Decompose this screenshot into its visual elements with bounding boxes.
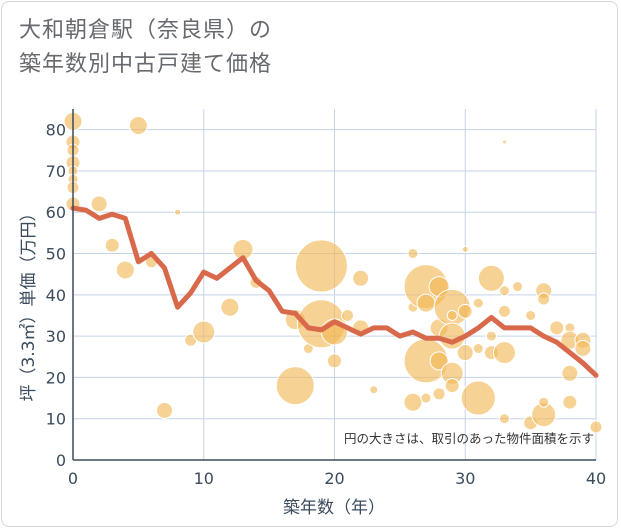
y-tick-label-70: 70: [46, 162, 66, 181]
bubble-point-31: [407, 248, 419, 260]
bubble-point-45: [444, 378, 460, 394]
axes: [72, 109, 596, 461]
bubble-point-40: [429, 351, 449, 371]
bubble-point-41: [432, 387, 446, 401]
bubble-point-59: [492, 341, 516, 365]
bubble-point-67: [538, 396, 550, 408]
bubble-point-62: [525, 309, 537, 321]
bubble-point-9: [104, 237, 120, 253]
chart-title-line-2: 築年数別中古戸建て価格: [19, 52, 273, 77]
bubble-layer: [63, 111, 603, 434]
bubble-point-72: [562, 394, 578, 410]
y-tick-labels: 0 10 20 30 40 50 60 70 80: [46, 121, 66, 470]
bubble-point-33: [403, 392, 423, 412]
y-tick-label-20: 20: [46, 368, 66, 387]
bubble-point-8: [90, 195, 108, 213]
bubble-point-26: [327, 353, 342, 369]
bubble-point-13: [156, 401, 174, 419]
x-tick-label-0: 0: [68, 469, 78, 488]
bubble-point-20: [275, 366, 315, 406]
x-tick-labels: 0 10 20 30 40: [68, 469, 606, 488]
bubble-point-36: [416, 293, 436, 313]
bubble-point-58: [497, 304, 511, 318]
bubble-point-28: [352, 269, 370, 287]
chart-title-line-1: 大和朝倉駅（奈良県）の: [19, 18, 273, 43]
bubble-point-49: [456, 344, 474, 362]
bubble-point-30: [369, 385, 379, 395]
bubble-point-37: [420, 392, 432, 404]
bubble-point-48: [457, 303, 473, 319]
bubble-point-54: [485, 330, 497, 342]
y-axis-label: 坪（3.3㎡）単価（万円）: [19, 204, 39, 401]
bubble-point-52: [472, 343, 484, 355]
bubble-point-74: [574, 340, 592, 358]
bubble-point-68: [549, 320, 565, 336]
y-tick-label-10: 10: [46, 410, 66, 429]
x-axis-label: 築年数（年）: [283, 498, 385, 518]
bubble-point-17: [220, 297, 240, 317]
bubble-point-71: [561, 364, 579, 382]
grid-lines: [73, 109, 597, 460]
x-tick-label-30: 30: [455, 469, 475, 488]
bubble-point-60: [498, 413, 510, 425]
bubble-point-56: [501, 139, 507, 145]
x-tick-label-40: 40: [586, 469, 606, 488]
y-tick-label-50: 50: [46, 245, 66, 264]
y-tick-label-80: 80: [46, 121, 66, 140]
bubble-point-14: [174, 208, 182, 216]
bubble-point-46: [446, 309, 458, 321]
bubble-point-27: [341, 308, 355, 322]
bubble-point-51: [472, 297, 484, 309]
bubble-size-note: 円の大きさは、取引のあった物件面積を示す: [344, 431, 594, 446]
bubble-point-53: [477, 264, 505, 292]
bubble-point-47: [461, 245, 469, 253]
bubble-point-11: [128, 116, 148, 136]
bubble-point-65: [537, 292, 551, 306]
y-tick-label-30: 30: [46, 327, 66, 346]
bubble-point-75: [589, 420, 603, 434]
chart-title: 大和朝倉駅（奈良県）の 築年数別中古戸建て価格: [19, 14, 272, 82]
bubble-point-16: [192, 320, 216, 344]
bubble-point-57: [498, 285, 510, 297]
bubble-point-61: [512, 281, 524, 293]
y-tick-label-0: 0: [56, 451, 66, 470]
x-tick-label-10: 10: [194, 469, 214, 488]
y-tick-label-60: 60: [46, 203, 66, 222]
bubble-point-50: [460, 380, 496, 416]
y-tick-label-40: 40: [46, 286, 66, 305]
trend-line: [70, 205, 599, 378]
bubble-point-10: [115, 260, 135, 280]
bubble-point-23: [294, 239, 348, 293]
x-tick-label-20: 20: [324, 469, 344, 488]
